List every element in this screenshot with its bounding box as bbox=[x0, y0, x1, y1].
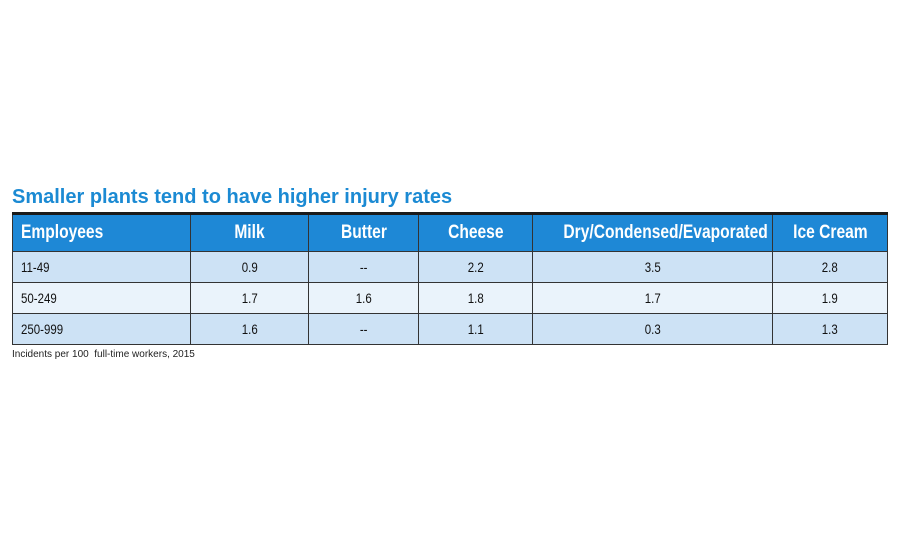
cell-text: 2.2 bbox=[467, 259, 484, 275]
column-header: Butter bbox=[308, 213, 419, 252]
cell-text: 0.9 bbox=[241, 259, 258, 275]
cell-text: Butter bbox=[340, 222, 387, 243]
table-cell: -- bbox=[308, 313, 419, 345]
cell-text: 11-49 bbox=[21, 259, 50, 275]
cell-text: 1.9 bbox=[822, 290, 838, 306]
table-cell: 250-999 bbox=[12, 313, 191, 345]
table-cell: 3.5 bbox=[532, 251, 773, 283]
table-cell: 1.6 bbox=[308, 282, 419, 314]
table-cell: 1.8 bbox=[418, 282, 533, 314]
cell-text: -- bbox=[359, 321, 368, 337]
table-row: 11-49 0.9 -- 2.2 3.5 2.8 bbox=[12, 251, 888, 283]
footnote: Incidents per 100 full-time workers, 201… bbox=[12, 349, 195, 360]
table-cell: -- bbox=[308, 251, 419, 283]
cell-text: 0.3 bbox=[644, 321, 661, 337]
column-header: Cheese bbox=[418, 213, 533, 252]
header-row: Employees Milk Butter Cheese Dry/Condensed/E… bbox=[12, 213, 888, 252]
cell-text: 1.3 bbox=[822, 321, 838, 337]
table-cell: 1.9 bbox=[772, 282, 888, 314]
cell-text: 1.6 bbox=[355, 290, 372, 306]
table-title: Smaller plants tend to have higher injur… bbox=[12, 186, 453, 208]
cell-text: 1.6 bbox=[241, 321, 258, 337]
table-cell: 1.3 bbox=[772, 313, 888, 345]
cell-text: 1.8 bbox=[467, 290, 484, 306]
cell-text: 1.1 bbox=[467, 321, 484, 337]
table-cell: 1.7 bbox=[532, 282, 773, 314]
table-cell: 1.7 bbox=[190, 282, 309, 314]
cell-text: Cheese bbox=[447, 222, 504, 243]
table-cell: 0.9 bbox=[190, 251, 309, 283]
table-cell: 1.1 bbox=[418, 313, 533, 345]
data-table: Employees Milk Butter Cheese Dry/Condensed/E… bbox=[12, 212, 888, 345]
table-cell: 2.2 bbox=[418, 251, 533, 283]
cell-text: 1.7 bbox=[241, 290, 258, 306]
cell-text: 2.8 bbox=[822, 259, 838, 275]
table-row: 250-999 1.6 -- 1.1 0.3 1.3 bbox=[12, 313, 888, 345]
cell-text: 50-249 bbox=[21, 290, 57, 306]
table-body: 11-49 0.9 -- 2.2 3.5 2.8 50-249 1.7 1.6 1.8 1.7 1.9… bbox=[12, 251, 888, 345]
table-row: 50-249 1.7 1.6 1.8 1.7 1.9 bbox=[12, 282, 888, 314]
column-header: Dry/Condensed/Evaporated bbox=[532, 213, 773, 252]
cell-text: 250-999 bbox=[21, 321, 64, 337]
cell-text: -- bbox=[359, 259, 368, 275]
column-header: Employees bbox=[12, 213, 191, 252]
column-header: Ice Cream bbox=[772, 213, 888, 252]
column-header: Milk bbox=[190, 213, 309, 252]
cell-text: Employees bbox=[21, 222, 104, 243]
cell-text: Dry/Condensed/Evaporated bbox=[563, 222, 768, 243]
cell-text: Ice Cream bbox=[792, 222, 868, 243]
table-cell: 11-49 bbox=[12, 251, 191, 283]
cell-text: 3.5 bbox=[644, 259, 661, 275]
cell-text: Milk bbox=[234, 222, 265, 243]
table-cell: 2.8 bbox=[772, 251, 888, 283]
cell-text: 1.7 bbox=[644, 290, 661, 306]
table-cell: 0.3 bbox=[532, 313, 773, 345]
table-cell: 50-249 bbox=[12, 282, 191, 314]
table-cell: 1.6 bbox=[190, 313, 309, 345]
